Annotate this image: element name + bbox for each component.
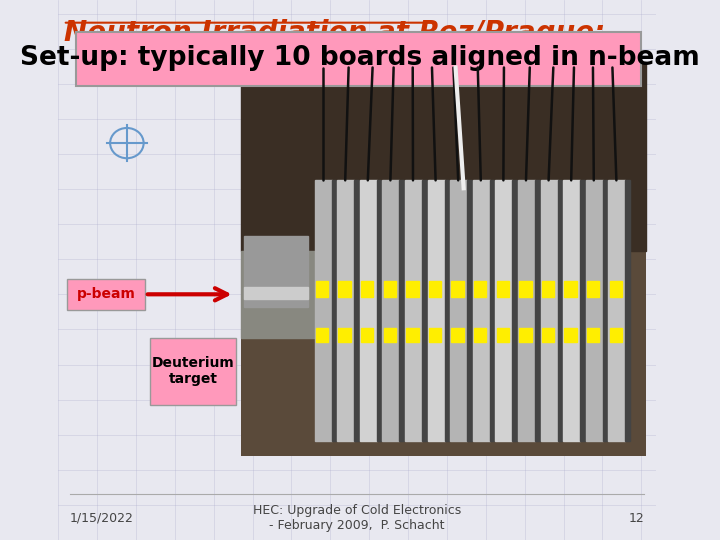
Bar xyxy=(428,180,445,441)
Bar xyxy=(586,180,603,441)
Bar xyxy=(564,281,577,298)
Bar xyxy=(429,328,441,342)
Bar xyxy=(473,180,490,441)
Bar xyxy=(587,281,600,298)
Bar xyxy=(564,328,577,342)
Bar xyxy=(626,180,630,441)
Bar xyxy=(519,328,531,342)
Bar xyxy=(316,328,328,342)
Bar xyxy=(316,281,328,298)
Bar xyxy=(450,180,467,441)
Bar xyxy=(490,180,495,441)
Bar xyxy=(587,328,600,342)
Text: HEC: Upgrade of Cold Electronics
- February 2009,  P. Schacht: HEC: Upgrade of Cold Electronics - Febru… xyxy=(253,504,462,532)
Text: Deuterium
target: Deuterium target xyxy=(152,356,235,386)
FancyBboxPatch shape xyxy=(76,32,642,86)
Bar xyxy=(495,180,513,441)
Bar xyxy=(315,180,332,441)
Bar xyxy=(445,180,449,441)
Bar xyxy=(541,180,557,441)
Bar xyxy=(337,180,354,441)
Bar xyxy=(513,180,517,441)
Bar xyxy=(610,281,622,298)
Bar xyxy=(535,180,539,441)
Bar xyxy=(338,328,351,342)
Text: p-beam: p-beam xyxy=(77,287,135,301)
Bar xyxy=(384,328,396,342)
Bar xyxy=(382,180,400,441)
Bar xyxy=(608,180,626,441)
Bar xyxy=(610,328,622,342)
FancyBboxPatch shape xyxy=(240,62,646,456)
FancyBboxPatch shape xyxy=(67,279,145,310)
Bar xyxy=(518,180,535,441)
Bar xyxy=(497,281,509,298)
Bar xyxy=(563,180,580,441)
Bar xyxy=(400,180,404,441)
Bar xyxy=(542,328,554,342)
Bar xyxy=(406,281,418,298)
Bar xyxy=(338,281,351,298)
Bar xyxy=(240,251,330,338)
Bar xyxy=(557,180,562,441)
Bar xyxy=(474,281,487,298)
FancyBboxPatch shape xyxy=(150,338,236,405)
Bar xyxy=(451,328,464,342)
Text: Set-up: typically 10 boards aligned in n-beam: Set-up: typically 10 boards aligned in n… xyxy=(20,45,700,71)
Bar xyxy=(497,328,509,342)
Bar xyxy=(361,281,374,298)
Bar xyxy=(377,180,382,441)
Bar xyxy=(240,62,646,251)
Bar xyxy=(519,281,531,298)
Bar xyxy=(422,180,426,441)
Bar xyxy=(354,180,359,441)
Text: 12: 12 xyxy=(629,512,644,525)
Bar xyxy=(603,180,608,441)
Bar xyxy=(384,281,396,298)
Bar xyxy=(467,180,472,441)
Bar xyxy=(429,281,441,298)
Bar xyxy=(243,287,308,299)
Text: Neutron Irradiation at Rez/Prague:: Neutron Irradiation at Rez/Prague: xyxy=(64,19,606,47)
Bar xyxy=(243,235,308,307)
Bar xyxy=(361,328,374,342)
Bar xyxy=(360,180,377,441)
Text: 1/15/2022: 1/15/2022 xyxy=(70,512,134,525)
Bar xyxy=(542,281,554,298)
Bar xyxy=(580,180,585,441)
Bar xyxy=(332,180,336,441)
Bar xyxy=(406,328,418,342)
Bar xyxy=(405,180,422,441)
Bar xyxy=(474,328,487,342)
Bar xyxy=(451,281,464,298)
